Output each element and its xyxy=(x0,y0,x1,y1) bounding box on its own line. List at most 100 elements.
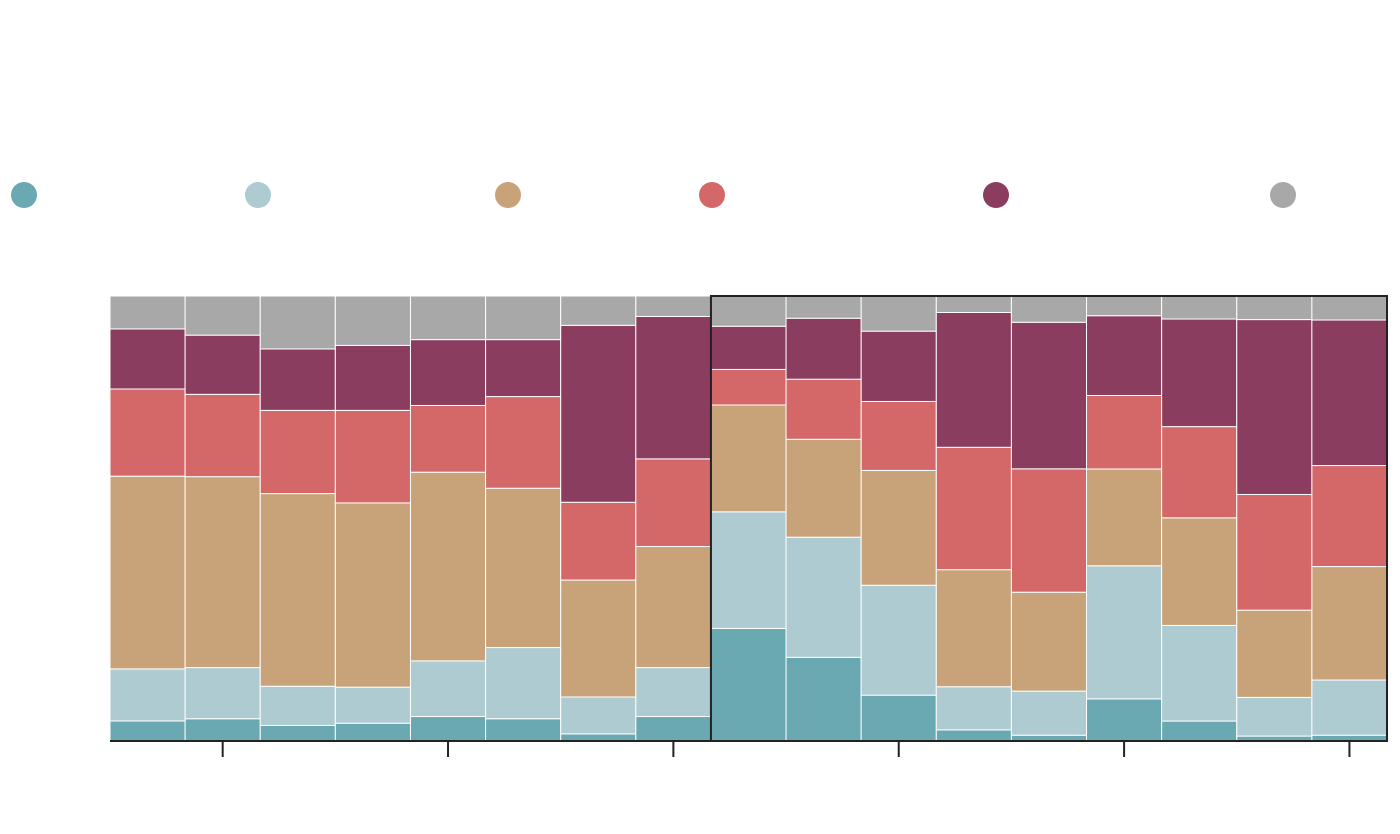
legend-marker-1 xyxy=(245,182,271,208)
legend-marker-0 xyxy=(11,182,37,208)
bar-0-segment-4 xyxy=(109,328,186,390)
bar-13 xyxy=(1086,295,1163,742)
bar-13-segment-3 xyxy=(1086,394,1163,470)
bar-15-segment-4 xyxy=(1236,319,1313,495)
bar-16-segment-2 xyxy=(1311,566,1388,681)
bar-0 xyxy=(109,295,186,742)
bar-16-segment-5 xyxy=(1311,295,1388,321)
bar-14-segment-0 xyxy=(1161,720,1238,742)
bar-11 xyxy=(935,295,1012,742)
bar-7-segment-3 xyxy=(635,458,712,548)
bar-14-segment-1 xyxy=(1161,624,1238,722)
bar-13-segment-4 xyxy=(1086,315,1163,396)
bar-16-segment-3 xyxy=(1311,465,1388,568)
bar-3-segment-0 xyxy=(334,722,411,742)
legend-marker-2 xyxy=(495,182,521,208)
bar-1-segment-2 xyxy=(184,476,261,669)
bar-13-segment-5 xyxy=(1086,295,1163,317)
bar-6-segment-1 xyxy=(560,696,637,735)
bar-9-segment-2 xyxy=(785,438,862,538)
bar-3-segment-5 xyxy=(334,295,411,346)
bar-9-segment-4 xyxy=(785,317,862,380)
bar-1 xyxy=(184,295,261,742)
bar-0-segment-0 xyxy=(109,720,186,742)
bar-6 xyxy=(560,295,637,742)
bar-1-segment-1 xyxy=(184,667,261,720)
bar-9-segment-3 xyxy=(785,378,862,440)
bar-6-segment-3 xyxy=(560,501,637,581)
bar-1-segment-3 xyxy=(184,393,261,478)
bar-9 xyxy=(785,295,862,742)
bar-7 xyxy=(635,295,712,742)
bar-10-segment-3 xyxy=(860,400,937,471)
bar-11-segment-5 xyxy=(935,295,1012,313)
bar-13-segment-2 xyxy=(1086,468,1163,567)
bar-12-segment-5 xyxy=(1010,295,1088,323)
bar-2-segment-5 xyxy=(259,295,336,350)
bar-15 xyxy=(1236,295,1313,742)
bar-5 xyxy=(485,295,562,742)
bar-7-segment-1 xyxy=(635,667,712,718)
bar-10-segment-0 xyxy=(860,694,937,742)
bar-15-segment-5 xyxy=(1236,295,1313,321)
bar-14-segment-5 xyxy=(1161,295,1238,320)
bar-2-segment-4 xyxy=(259,348,336,411)
bar-12-segment-4 xyxy=(1010,321,1088,470)
bar-3-segment-4 xyxy=(334,344,411,411)
bar-4 xyxy=(409,295,487,742)
bar-2-segment-3 xyxy=(259,409,336,495)
bar-13-segment-1 xyxy=(1086,565,1163,700)
bar-14-segment-2 xyxy=(1161,517,1238,626)
bar-3-segment-2 xyxy=(334,502,411,688)
x-axis xyxy=(110,740,1387,757)
bar-8-segment-5 xyxy=(710,295,787,327)
bar-16 xyxy=(1311,295,1388,742)
bar-2 xyxy=(259,295,336,742)
bar-8-segment-3 xyxy=(710,368,787,406)
bar-8-segment-4 xyxy=(710,325,787,370)
bar-13-segment-0 xyxy=(1086,698,1163,742)
bar-1-segment-0 xyxy=(184,718,261,742)
bar-7-segment-0 xyxy=(635,716,712,742)
bar-16-segment-4 xyxy=(1311,319,1388,467)
bar-5-segment-2 xyxy=(485,487,562,649)
bar-8-segment-1 xyxy=(710,511,787,629)
bar-0-segment-1 xyxy=(109,668,186,722)
bar-7-segment-5 xyxy=(635,295,712,317)
bar-16-segment-1 xyxy=(1311,679,1388,736)
bar-11-segment-4 xyxy=(935,311,1012,448)
bar-3-segment-1 xyxy=(334,686,411,724)
bar-2-segment-2 xyxy=(259,493,336,687)
bar-10-segment-1 xyxy=(860,584,937,696)
bar-5-segment-4 xyxy=(485,339,562,398)
bar-7-segment-4 xyxy=(635,315,712,460)
bar-15-segment-2 xyxy=(1236,609,1313,698)
bar-11-segment-3 xyxy=(935,446,1012,571)
bar-4-segment-0 xyxy=(409,716,487,742)
bar-9-segment-5 xyxy=(785,295,862,319)
bar-0-segment-5 xyxy=(109,295,186,330)
legend xyxy=(11,182,1296,208)
bar-6-segment-2 xyxy=(560,579,637,698)
bar-15-segment-1 xyxy=(1236,696,1313,737)
legend-marker-4 xyxy=(983,182,1009,208)
bar-12-segment-3 xyxy=(1010,468,1088,593)
bar-9-segment-0 xyxy=(785,656,862,742)
bar-15-segment-3 xyxy=(1236,493,1313,611)
bar-6-segment-0 xyxy=(560,733,637,742)
bar-4-segment-2 xyxy=(409,471,487,662)
bar-12-segment-1 xyxy=(1010,690,1088,736)
bar-11-segment-2 xyxy=(935,569,1012,688)
legend-marker-5 xyxy=(1270,182,1296,208)
bar-2-segment-0 xyxy=(259,724,336,742)
bar-14-segment-3 xyxy=(1161,426,1238,519)
bar-7-segment-2 xyxy=(635,546,712,669)
bar-4-segment-5 xyxy=(409,295,487,341)
bar-14 xyxy=(1161,295,1238,742)
bar-11-segment-1 xyxy=(935,686,1012,731)
bar-11-segment-0 xyxy=(935,729,1012,742)
bar-5-segment-1 xyxy=(485,647,562,720)
bar-4-segment-4 xyxy=(409,339,487,406)
